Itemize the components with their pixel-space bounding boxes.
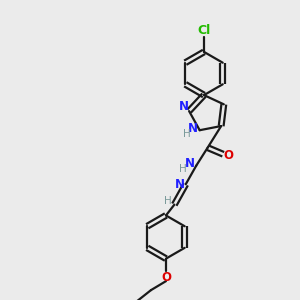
Text: H: H xyxy=(183,129,191,139)
Text: H: H xyxy=(164,196,172,206)
Text: O: O xyxy=(224,149,234,162)
Text: H: H xyxy=(179,164,187,174)
Text: N: N xyxy=(179,100,189,113)
Text: N: N xyxy=(188,122,198,135)
Text: N: N xyxy=(175,178,185,191)
Text: N: N xyxy=(185,157,195,170)
Text: O: O xyxy=(161,271,171,284)
Text: Cl: Cl xyxy=(197,24,211,37)
